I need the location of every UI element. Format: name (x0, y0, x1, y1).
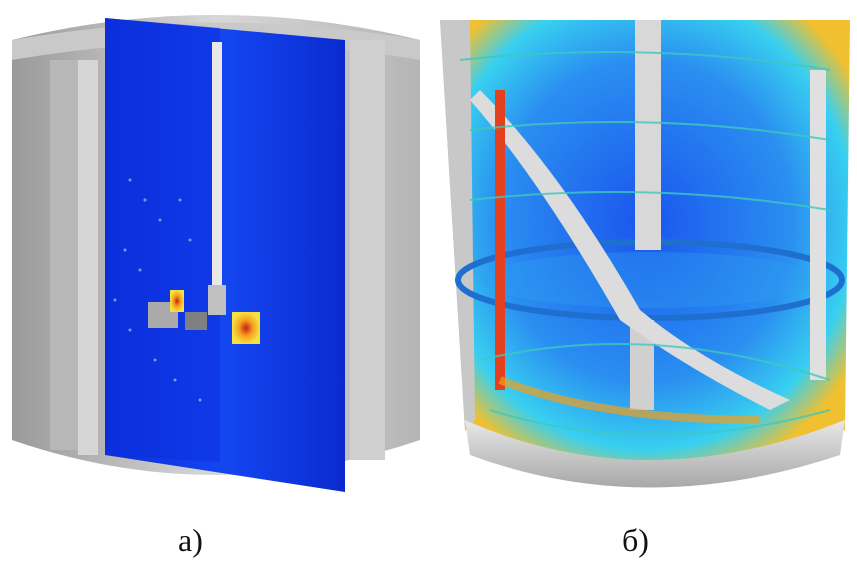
panel-a-label: а) (178, 522, 203, 559)
figure: а) б) (0, 0, 857, 578)
panel-b-image (440, 20, 850, 488)
illustrations (0, 0, 857, 510)
panel-a-image (12, 15, 420, 492)
panel-b-label: б) (622, 522, 649, 559)
